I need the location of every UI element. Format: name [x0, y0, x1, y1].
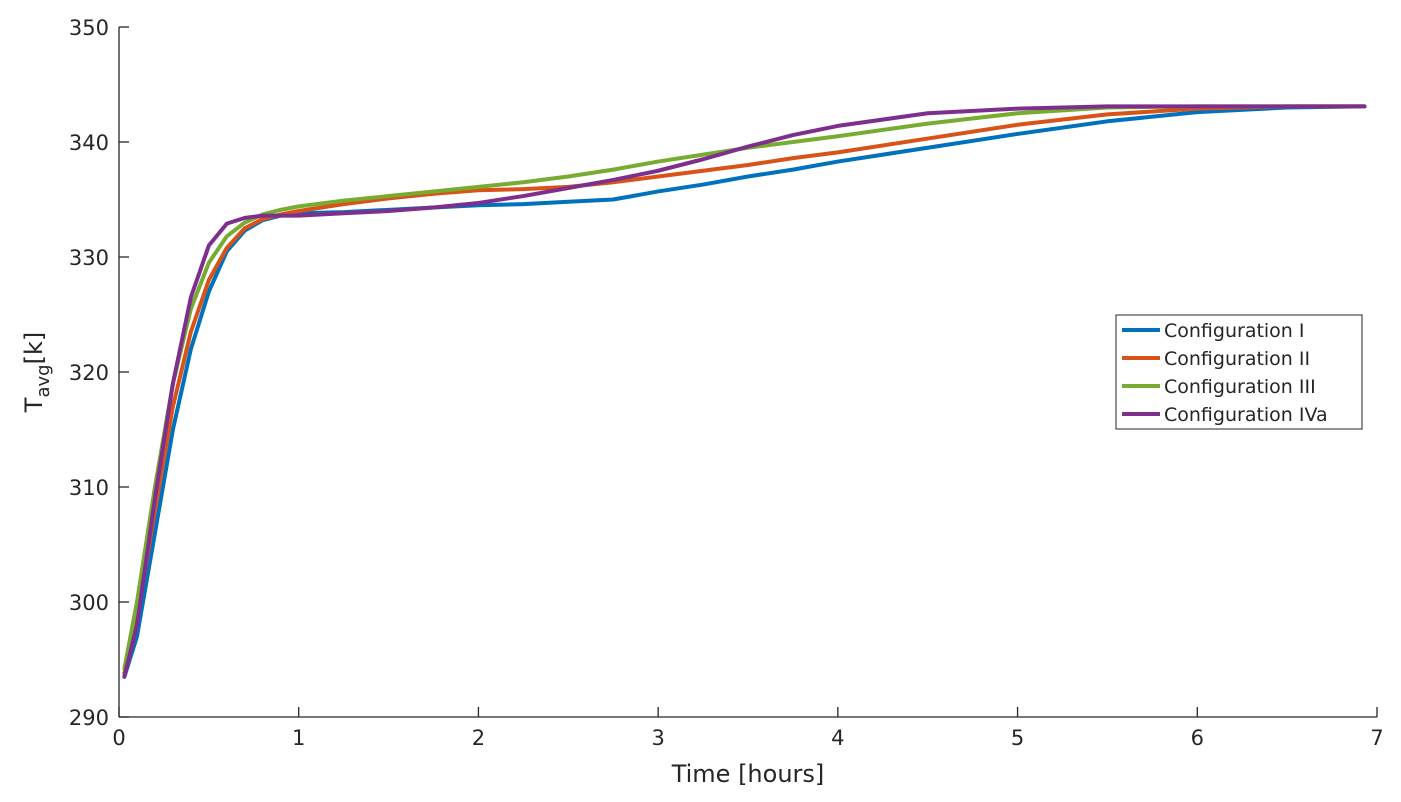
y-tick-label: 320: [69, 361, 109, 385]
x-tick-label: 0: [112, 726, 125, 750]
data-line: [122, 104, 1367, 679]
data-line: [122, 104, 1367, 671]
y-label-unit: [k]: [20, 332, 48, 365]
data-line: [122, 104, 1367, 679]
y-tick-label: 330: [69, 246, 109, 270]
y-tick-label: 300: [69, 591, 109, 615]
y-tick-label: 310: [69, 476, 109, 500]
y-label-subscript: avg: [33, 364, 54, 397]
y-axis-label: Tavg[k]: [20, 332, 54, 413]
legend-label: Configuration III: [1164, 376, 1316, 398]
x-tick-label: 5: [1011, 726, 1024, 750]
x-tick-label: 1: [292, 726, 305, 750]
x-axis-label: Time [hours]: [671, 760, 825, 788]
y-label-base: T: [20, 397, 48, 413]
x-tick-label: 6: [1191, 726, 1204, 750]
y-tick-label: 350: [69, 16, 109, 40]
y-tick-label: 340: [69, 131, 109, 155]
legend-label: Configuration II: [1164, 348, 1310, 370]
y-tick-label: 290: [69, 706, 109, 730]
x-tick-label: 7: [1370, 726, 1383, 750]
legend-label: Configuration I: [1164, 320, 1305, 342]
legend-box: [1115, 314, 1363, 430]
x-tick-label: 4: [831, 726, 844, 750]
x-tick-label: 3: [651, 726, 664, 750]
data-line: [122, 104, 1367, 676]
legend-label: Configuration IVa: [1164, 404, 1328, 426]
x-tick-label: 2: [472, 726, 485, 750]
